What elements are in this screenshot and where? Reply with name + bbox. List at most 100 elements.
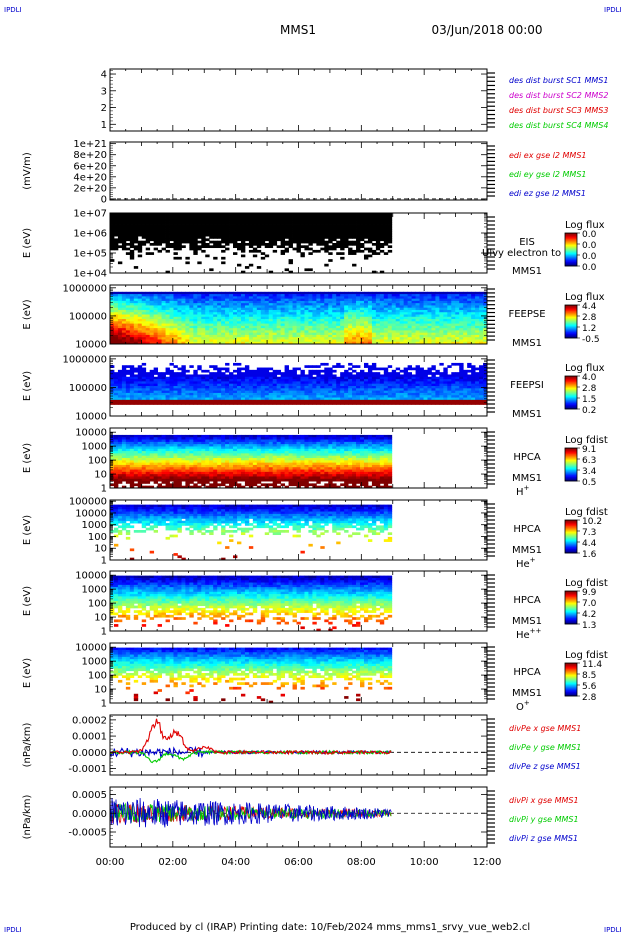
spectrogram-cell — [363, 217, 369, 221]
spectrogram-cell — [197, 233, 202, 237]
spectrogram-cell — [367, 254, 373, 258]
spectrogram-cell — [427, 321, 432, 324]
spectrogram-cell — [375, 231, 381, 235]
spectrogram-cell — [383, 337, 389, 340]
spectrogram-cell — [157, 332, 162, 336]
spectrogram-cell — [371, 365, 377, 368]
spectrogram-cell — [435, 330, 440, 334]
spectrogram-cell — [344, 243, 349, 246]
spectrogram-cell — [193, 316, 198, 320]
spectrogram-cell — [403, 332, 409, 336]
spectrogram-cell — [177, 330, 182, 334]
spectrogram-cell — [256, 369, 262, 373]
spectrogram-cell — [213, 307, 218, 311]
spectrogram-cell — [455, 314, 460, 318]
spectrogram-cell — [344, 303, 349, 306]
spectrogram-cell — [252, 388, 258, 392]
spectrogram-cell — [308, 303, 313, 306]
spectrogram-cell — [387, 231, 393, 235]
spectrogram-cell — [379, 321, 385, 324]
spectrogram-cell — [324, 222, 329, 225]
spectrogram-cell — [340, 332, 345, 336]
spectrogram-cell — [324, 334, 329, 338]
spectrogram-cell — [352, 291, 357, 295]
spectrogram-cell — [125, 325, 131, 329]
spectrogram-cell — [371, 367, 377, 371]
spectrogram-cell — [348, 224, 353, 228]
spectrogram-cell — [117, 236, 123, 239]
spectrogram-cell — [356, 330, 361, 334]
spectrogram-cell — [332, 305, 337, 309]
spectrogram-cell — [316, 309, 321, 313]
spectrogram-cell — [244, 236, 250, 239]
spectrogram-cell — [217, 388, 222, 392]
spectrogram-cell — [125, 388, 131, 392]
spectrogram-cell — [229, 330, 234, 334]
spectrogram-cell — [276, 381, 282, 385]
spectrogram-cell — [193, 392, 198, 396]
spectrogram-cell — [177, 325, 182, 329]
spectrogram-cell — [363, 323, 369, 327]
spectrogram-cell — [332, 381, 337, 385]
spectrogram-cell — [431, 321, 436, 324]
spectrogram-cell — [475, 321, 480, 324]
spectrogram-cell — [248, 307, 254, 311]
spectrogram-cell — [221, 397, 226, 401]
spectrogram-cell — [201, 402, 206, 405]
spectrogram-cell — [447, 314, 452, 318]
spectrogram-cell — [145, 316, 151, 320]
spectrogram-cell — [110, 303, 115, 306]
spectrogram-cell — [157, 305, 162, 309]
spectrogram-cell — [133, 309, 139, 313]
spectrogram-cell — [348, 402, 353, 405]
spectrogram-cell — [157, 222, 162, 225]
spectrogram-cell — [320, 213, 325, 216]
spectrogram-cell — [328, 245, 333, 249]
spectrogram-cell — [344, 372, 349, 375]
spectrogram-cell — [149, 376, 155, 380]
spectrogram-cell — [296, 386, 301, 389]
spectrogram-cell — [205, 319, 210, 322]
spectrogram-cell — [181, 388, 186, 392]
spectrogram-cell — [268, 334, 274, 338]
spectrogram-cell — [221, 325, 226, 329]
spectrogram-cell — [308, 379, 313, 382]
spectrogram-cell — [356, 390, 361, 394]
spectrogram-cell — [189, 243, 194, 246]
spectrogram-cell — [336, 376, 341, 380]
spectrogram-cell — [185, 236, 190, 239]
colorbar-swatch — [565, 311, 577, 313]
spectrogram-cell — [316, 325, 321, 329]
spectrogram-cell — [292, 314, 297, 318]
spectrogram-cell — [367, 390, 373, 394]
spectrogram-cell — [157, 215, 162, 219]
colorbar-swatch — [565, 248, 577, 250]
spectrogram-cell — [240, 379, 246, 382]
spectrogram-cell — [415, 296, 420, 300]
spectrogram-cell — [284, 392, 289, 396]
spectrogram-cell — [264, 397, 270, 401]
spectrogram-cell — [149, 337, 155, 340]
spectrogram-cell — [121, 245, 127, 249]
spectrogram-cell — [236, 383, 242, 387]
spectrogram-cell — [256, 330, 262, 334]
spectrogram-cell — [217, 229, 222, 232]
spectrogram-cell — [213, 245, 218, 249]
spectrogram-cell — [332, 334, 337, 338]
spectrogram-cell — [201, 229, 206, 232]
spectrogram-cell — [197, 316, 202, 320]
spectrogram-cell — [185, 339, 190, 343]
spectrogram-cell — [181, 240, 186, 244]
spectrogram-cell — [471, 325, 476, 329]
spectrogram-cell — [367, 249, 373, 253]
spectrogram-cell — [288, 395, 293, 398]
y-tick-label: 6e+20 — [73, 161, 107, 172]
spectrogram-cell — [284, 372, 289, 375]
spectrogram-cell — [280, 233, 286, 237]
spectrogram-cell — [165, 381, 170, 385]
spectrogram-cell — [189, 402, 194, 405]
spectrogram-cell — [288, 334, 293, 338]
spectrogram-cell — [304, 388, 309, 392]
